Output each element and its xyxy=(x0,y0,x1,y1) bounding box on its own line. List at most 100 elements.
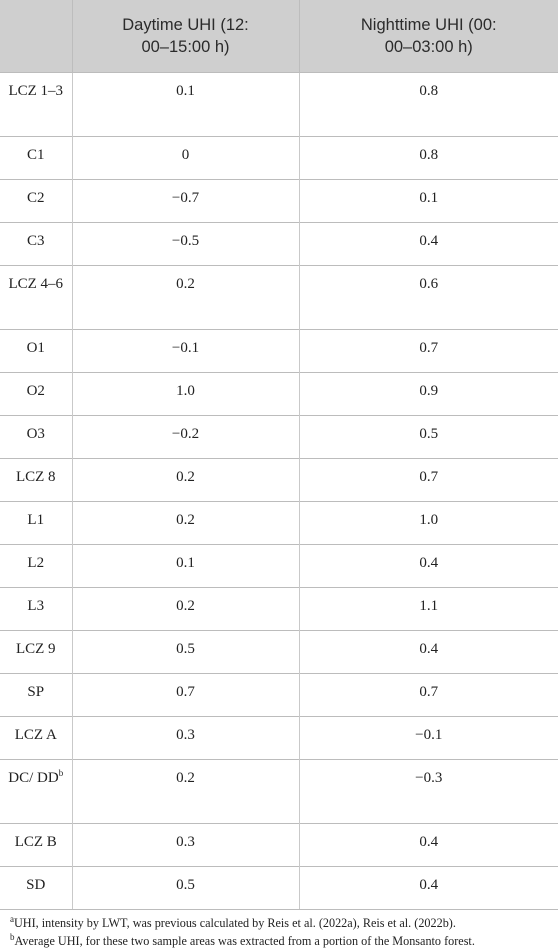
header-empty xyxy=(0,0,72,73)
row-label: L3 xyxy=(0,588,72,631)
header-daytime-line2: 00–15:00 h) xyxy=(141,38,229,56)
row-label: C2 xyxy=(0,180,72,223)
uhi-table: Daytime UHI (12: 00–15:00 h) Nighttime U… xyxy=(0,0,558,910)
row-label: L1 xyxy=(0,502,72,545)
nighttime-uhi-value: 0.8 xyxy=(299,137,558,180)
row-label: O3 xyxy=(0,416,72,459)
daytime-uhi-value: −0.1 xyxy=(72,330,299,373)
row-label: DC/ DDb xyxy=(0,760,72,824)
row-label-text: LCZ B xyxy=(15,834,57,850)
row-label-text: O1 xyxy=(27,340,45,356)
row-label: O2 xyxy=(0,373,72,416)
row-label-text: C2 xyxy=(27,190,45,206)
daytime-uhi-value: 0.2 xyxy=(72,502,299,545)
daytime-uhi-value: −0.5 xyxy=(72,223,299,266)
daytime-uhi-value: 0 xyxy=(72,137,299,180)
row-label: C1 xyxy=(0,137,72,180)
row-label-text: LCZ 8 xyxy=(16,469,56,485)
row-label: LCZ 9 xyxy=(0,631,72,674)
nighttime-uhi-value: 1.0 xyxy=(299,502,558,545)
footnote-b-text: Average UHI, for these two sample areas … xyxy=(15,934,475,948)
table-header-row: Daytime UHI (12: 00–15:00 h) Nighttime U… xyxy=(0,0,558,73)
nighttime-uhi-value: −0.1 xyxy=(299,717,558,760)
nighttime-uhi-value: 0.4 xyxy=(299,631,558,674)
row-label-text: L1 xyxy=(27,512,44,528)
row-label-text: LCZ A xyxy=(15,727,57,743)
row-label: LCZ 4–6 xyxy=(0,266,72,330)
row-label: C3 xyxy=(0,223,72,266)
nighttime-uhi-value: 0.7 xyxy=(299,674,558,717)
daytime-uhi-value: 0.5 xyxy=(72,631,299,674)
row-label: LCZ 1–3 xyxy=(0,73,72,137)
daytime-uhi-value: 0.2 xyxy=(72,588,299,631)
row-label-text: L2 xyxy=(27,555,44,571)
nighttime-uhi-value: 1.1 xyxy=(299,588,558,631)
footnote-a: aUHI, intensity by LWT, was previous cal… xyxy=(10,915,548,933)
daytime-uhi-value: 0.1 xyxy=(72,73,299,137)
nighttime-uhi-value: 0.8 xyxy=(299,73,558,137)
nighttime-uhi-value: 0.6 xyxy=(299,266,558,330)
row-label: LCZ 8 xyxy=(0,459,72,502)
daytime-uhi-value: 0.3 xyxy=(72,717,299,760)
nighttime-uhi-value: 0.7 xyxy=(299,330,558,373)
header-daytime-line1: Daytime UHI (12: xyxy=(122,16,249,34)
row-label-text: LCZ 9 xyxy=(16,641,56,657)
row-label-text: LCZ 4–6 xyxy=(8,276,63,292)
daytime-uhi-value: 0.2 xyxy=(72,266,299,330)
nighttime-uhi-value: 0.5 xyxy=(299,416,558,459)
daytime-uhi-value: 1.0 xyxy=(72,373,299,416)
daytime-uhi-value: 0.1 xyxy=(72,545,299,588)
nighttime-uhi-value: 0.9 xyxy=(299,373,558,416)
daytime-uhi-value: 0.2 xyxy=(72,760,299,824)
row-label-text: L3 xyxy=(27,598,44,614)
row-label-text: O2 xyxy=(27,383,45,399)
daytime-uhi-value: 0.3 xyxy=(72,824,299,867)
table-row: LCZ A 0.3−0.1 xyxy=(0,717,558,760)
row-label-text: LCZ 1–3 xyxy=(8,83,63,99)
row-label: O1 xyxy=(0,330,72,373)
footnote-b: bAverage UHI, for these two sample areas… xyxy=(10,933,548,950)
row-label: SD xyxy=(0,867,72,910)
nighttime-uhi-value: 0.1 xyxy=(299,180,558,223)
nighttime-uhi-value: 0.4 xyxy=(299,824,558,867)
nighttime-uhi-value: −0.3 xyxy=(299,760,558,824)
daytime-uhi-value: 0.7 xyxy=(72,674,299,717)
footnote-a-text: UHI, intensity by LWT, was previous calc… xyxy=(14,916,456,930)
daytime-uhi-value: 0.2 xyxy=(72,459,299,502)
row-label-text: O3 xyxy=(27,426,45,442)
nighttime-uhi-value: 0.7 xyxy=(299,459,558,502)
row-label: SP xyxy=(0,674,72,717)
row-label-text: SP xyxy=(27,684,44,700)
row-label: LCZ B xyxy=(0,824,72,867)
daytime-uhi-value: −0.2 xyxy=(72,416,299,459)
row-label: LCZ A xyxy=(0,717,72,760)
row-label-footnote-mark: b xyxy=(59,768,64,778)
row-label-text: C3 xyxy=(27,233,45,249)
row-label: L2 xyxy=(0,545,72,588)
header-nighttime-line2: 00–03:00 h) xyxy=(385,38,473,56)
header-daytime-uhi: Daytime UHI (12: 00–15:00 h) xyxy=(72,0,299,73)
header-nighttime-line1: Nighttime UHI (00: xyxy=(361,16,497,34)
daytime-uhi-value: 0.5 xyxy=(72,867,299,910)
daytime-uhi-value: −0.7 xyxy=(72,180,299,223)
header-nighttime-uhi: Nighttime UHI (00: 00–03:00 h) xyxy=(299,0,558,73)
